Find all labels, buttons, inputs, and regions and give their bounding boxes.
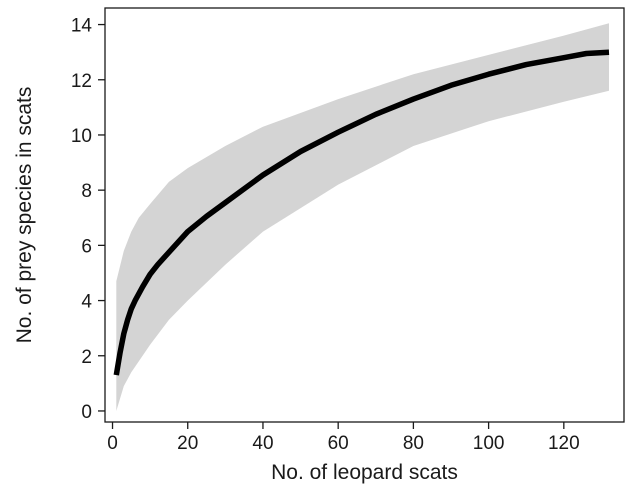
y-tick-label: 14 (71, 16, 93, 37)
x-tick-label: 100 (473, 433, 505, 454)
x-axis-title: No. of leopard scats (271, 461, 458, 484)
y-axis-title: No. of prey species in scats (13, 87, 36, 344)
y-tick-label: 4 (81, 292, 92, 313)
y-tick-label: 2 (81, 347, 92, 368)
y-tick-label: 0 (81, 402, 92, 423)
y-tick-label: 10 (71, 126, 92, 147)
y-tick-label: 6 (81, 236, 92, 257)
x-tick-label: 60 (328, 433, 349, 454)
plot-area (113, 23, 610, 411)
plot-frame (104, 7, 625, 423)
y-tick-label: 8 (81, 181, 92, 202)
x-tick-label: 0 (107, 433, 118, 454)
x-tick-label: 80 (403, 433, 424, 454)
axes: 0 20 40 60 80 100 120 0 2 4 6 8 10 12 14 (71, 7, 625, 454)
x-tick-label: 120 (548, 433, 580, 454)
mean-accumulation-curve (113, 49, 610, 376)
confidence-band (116, 23, 610, 411)
y-tick-label: 12 (71, 71, 92, 92)
x-tick-label: 20 (177, 433, 198, 454)
x-tick-label: 40 (252, 433, 273, 454)
